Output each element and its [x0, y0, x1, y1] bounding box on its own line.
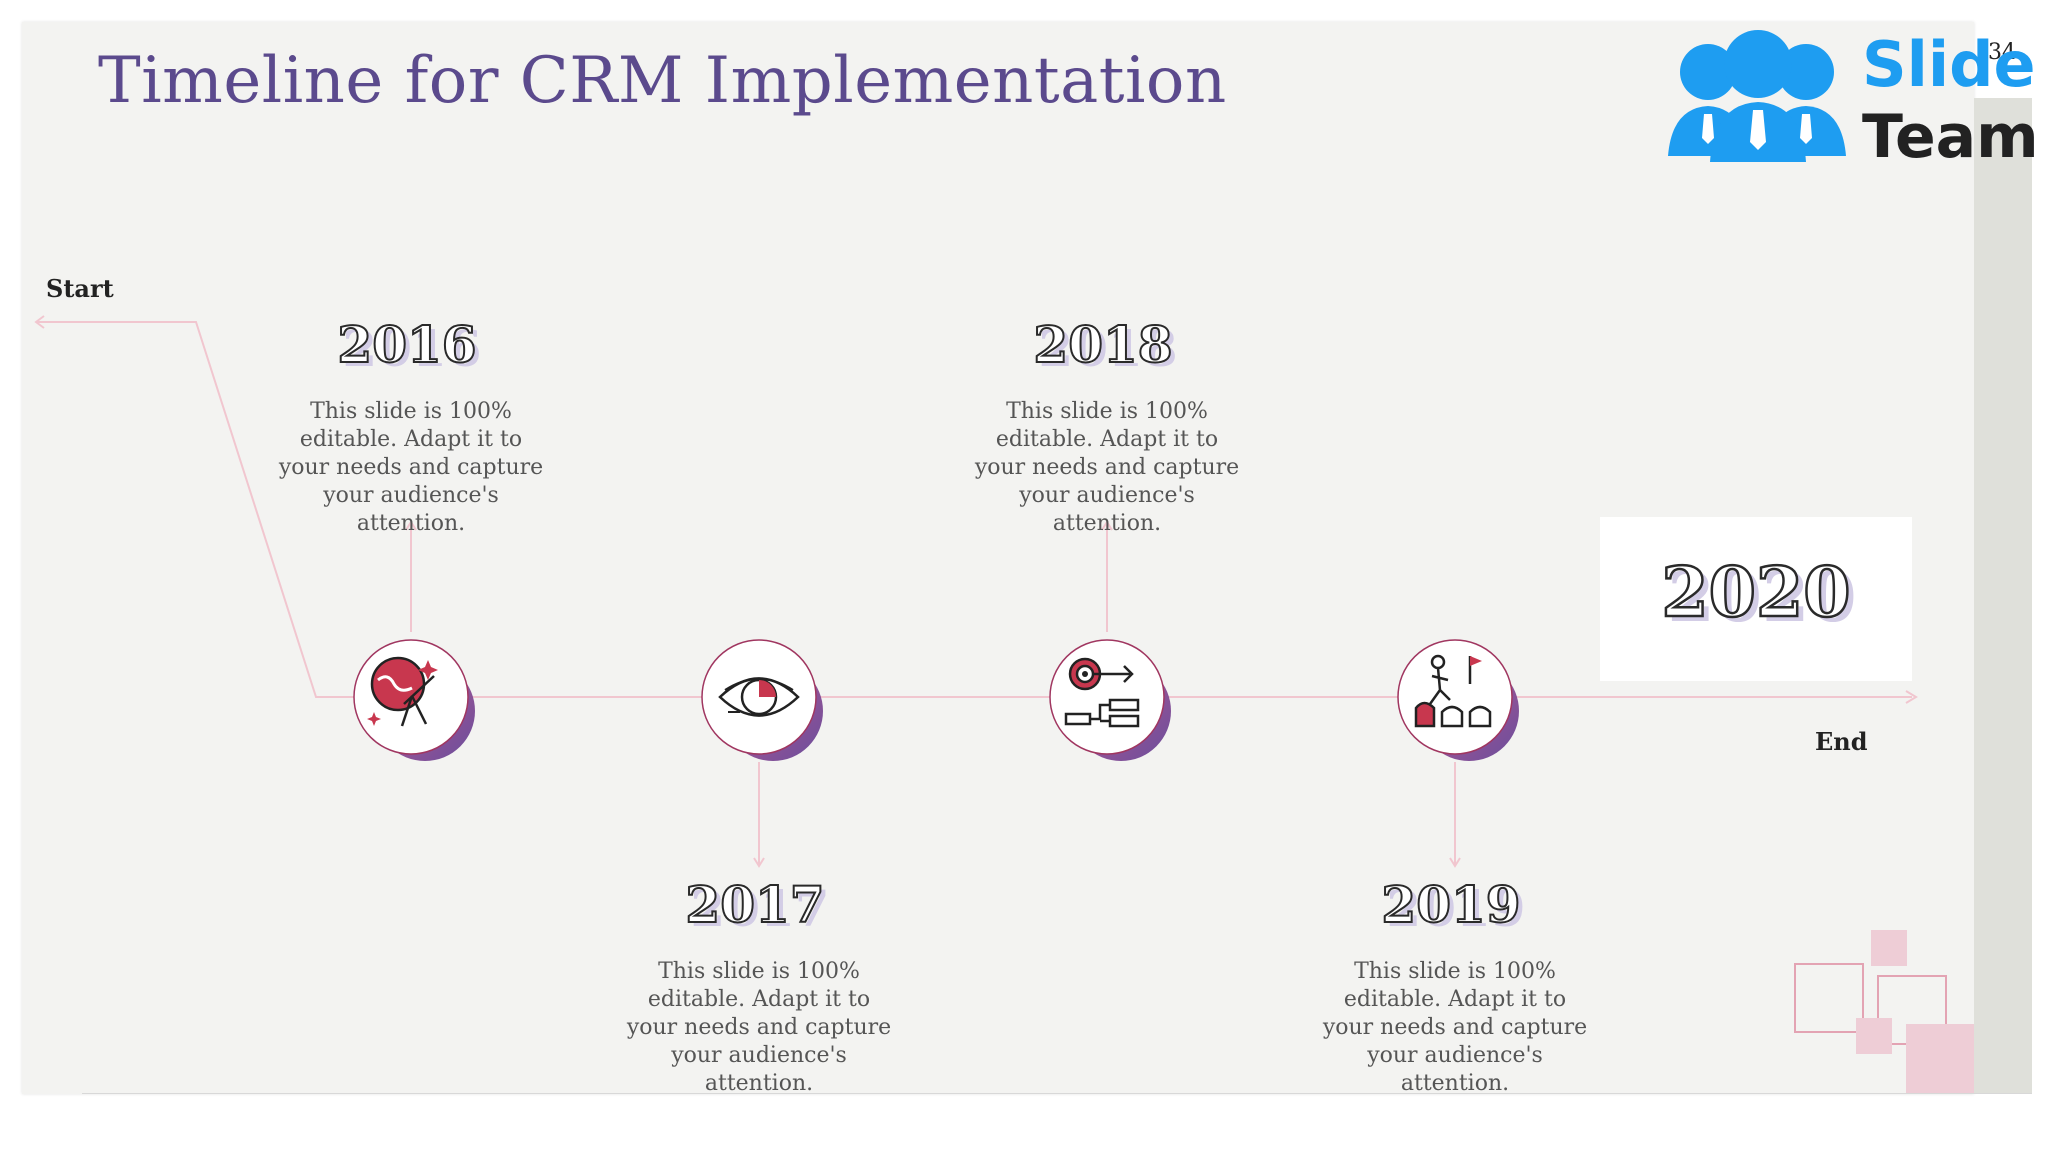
milestone-node-2016 — [353, 639, 475, 761]
slideteam-logo-icon — [1668, 30, 1846, 162]
milestone-node-2018 — [1049, 639, 1171, 761]
slide-shadow — [1974, 98, 2032, 1094]
slide-number: 34 — [1988, 40, 2016, 65]
final-year: 2020 — [1660, 552, 1852, 635]
globe-telescope-icon — [367, 656, 438, 727]
final-year-box: 2020 — [1600, 517, 1912, 681]
decorative-squares — [1794, 930, 1974, 1094]
target-strategy-icon — [1064, 657, 1140, 728]
milestone-description: This slide is 100% editable. Adapt it to… — [974, 399, 1240, 536]
milestone-description: This slide is 100% editable. Adapt it to… — [1322, 959, 1588, 1096]
logo-text-team: Team — [1862, 102, 2039, 172]
team-goal-icon — [1414, 654, 1492, 728]
milestone-year: 2017 — [684, 874, 825, 935]
milestone-year: 2018 — [1032, 314, 1173, 375]
timeline-end-label: End — [1815, 727, 1868, 756]
slide-title: Timeline for CRM Implementation — [98, 44, 1227, 118]
milestone-node-2019 — [1397, 639, 1519, 761]
milestone-node-2017 — [701, 639, 823, 761]
slide-bottom-divider — [82, 1093, 2032, 1094]
logo-text-slide: Slide — [1862, 28, 2036, 101]
eye-vision-icon — [718, 677, 800, 717]
timeline-start-label: Start — [46, 274, 114, 303]
milestone-description: This slide is 100% editable. Adapt it to… — [626, 959, 892, 1096]
milestone-year: 2016 — [336, 314, 477, 375]
milestone-description: This slide is 100% editable. Adapt it to… — [278, 399, 544, 536]
milestone-year: 2019 — [1380, 874, 1521, 935]
